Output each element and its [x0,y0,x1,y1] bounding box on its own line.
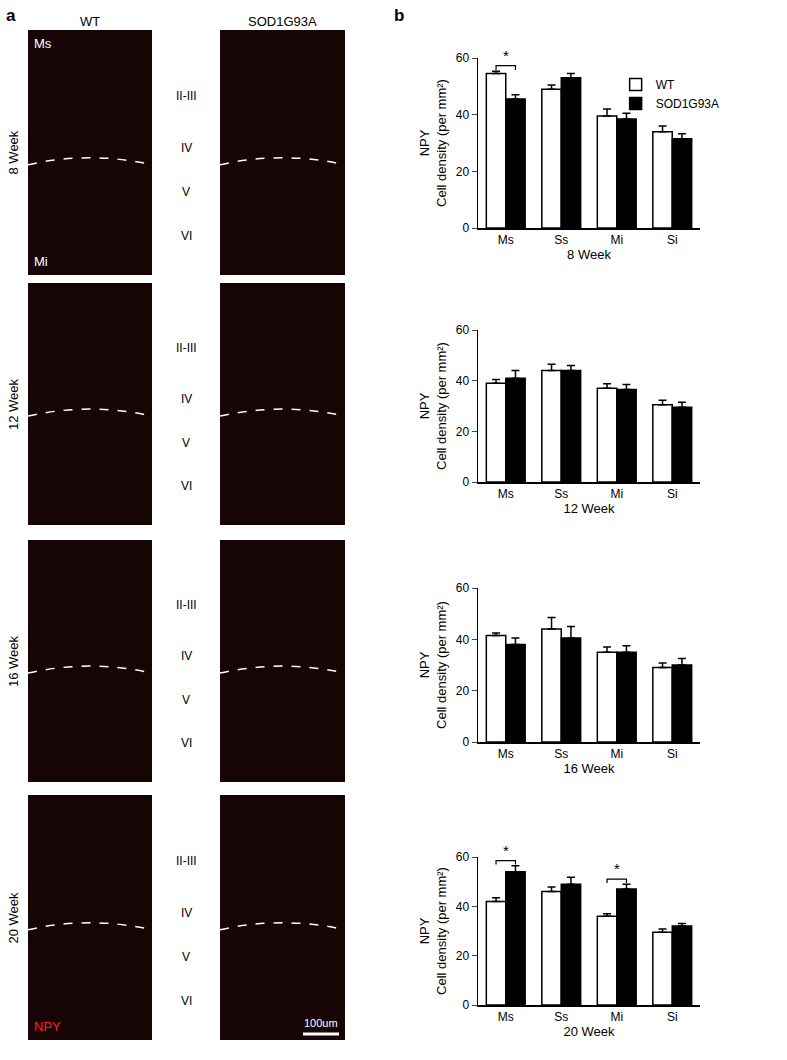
svg-text:VI: VI [181,736,192,750]
svg-text:20: 20 [456,949,470,963]
svg-text:Ss: Ss [554,487,568,501]
svg-text:Mi: Mi [34,254,48,269]
svg-text:60: 60 [456,850,470,864]
svg-text:NPYCell density (per mm²): NPYCell density (per mm²) [417,867,449,995]
svg-text:20: 20 [456,165,470,179]
svg-text:VI: VI [181,229,192,243]
svg-text:Ms: Ms [498,747,514,761]
svg-text:Mi: Mi [610,487,623,501]
svg-text:II-III: II-III [176,598,197,612]
svg-text:0: 0 [462,998,469,1012]
svg-text:12 Week: 12 Week [563,501,615,516]
svg-text:WT: WT [80,14,100,29]
svg-text:Ss: Ss [554,1010,568,1024]
svg-text:Mi: Mi [610,747,623,761]
svg-text:20: 20 [456,684,470,698]
svg-text:20 Week: 20 Week [6,892,21,944]
svg-text:V: V [182,436,190,450]
svg-text:16 Week: 16 Week [6,635,21,687]
svg-text:60: 60 [456,51,470,65]
svg-text:Ms: Ms [498,233,514,247]
svg-text:VI: VI [181,479,192,493]
svg-text:V: V [182,950,190,964]
svg-text:Si: Si [667,747,678,761]
svg-text:Mi: Mi [610,233,623,247]
svg-text:V: V [182,693,190,707]
svg-text:60: 60 [456,581,470,595]
svg-text:b: b [394,6,404,25]
svg-text:0: 0 [462,475,469,489]
svg-text:*: * [614,860,620,877]
svg-text:40: 40 [456,633,470,647]
svg-text:40: 40 [456,900,470,914]
svg-text:0: 0 [462,221,469,235]
svg-text:60: 60 [456,323,470,337]
svg-text:a: a [6,6,16,25]
svg-text:8 Week: 8 Week [567,247,611,262]
svg-text:Ss: Ss [554,747,568,761]
svg-text:Ms: Ms [498,1010,514,1024]
svg-text:Mi: Mi [610,1010,623,1024]
svg-text:IV: IV [181,906,192,920]
svg-text:NPY: NPY [34,1019,61,1034]
svg-text:WT: WT [656,78,675,92]
svg-text:40: 40 [456,108,470,122]
svg-text:16 Week: 16 Week [563,761,615,776]
svg-text:VI: VI [181,994,192,1008]
svg-text:SOD1G93A: SOD1G93A [248,14,317,29]
svg-text:II-III: II-III [176,89,197,103]
svg-text:Ms: Ms [34,36,52,51]
svg-text:Ss: Ss [554,233,568,247]
svg-text:II-III: II-III [176,854,197,868]
svg-text:40: 40 [456,374,470,388]
svg-text:100um: 100um [304,1017,338,1029]
svg-text:V: V [182,185,190,199]
svg-text:NPYCell density (per mm²): NPYCell density (per mm²) [417,342,449,470]
svg-text:Ms: Ms [498,487,514,501]
svg-text:20: 20 [456,425,470,439]
svg-text:Si: Si [667,233,678,247]
svg-text:*: * [503,842,509,859]
svg-text:0: 0 [462,735,469,749]
svg-text:*: * [503,47,509,64]
svg-text:Si: Si [667,1010,678,1024]
svg-text:8 Week: 8 Week [6,130,21,174]
svg-text:SOD1G93A: SOD1G93A [656,97,719,111]
svg-text:20 Week: 20 Week [563,1024,615,1039]
svg-text:IV: IV [181,649,192,663]
svg-text:IV: IV [181,392,192,406]
svg-text:IV: IV [181,141,192,155]
svg-text:12 Week: 12 Week [6,378,21,430]
svg-text:NPYCell density (per mm²): NPYCell density (per mm²) [417,79,449,207]
svg-text:II-III: II-III [176,341,197,355]
svg-text:Si: Si [667,487,678,501]
svg-text:NPYCell density (per mm²): NPYCell density (per mm²) [417,601,449,729]
